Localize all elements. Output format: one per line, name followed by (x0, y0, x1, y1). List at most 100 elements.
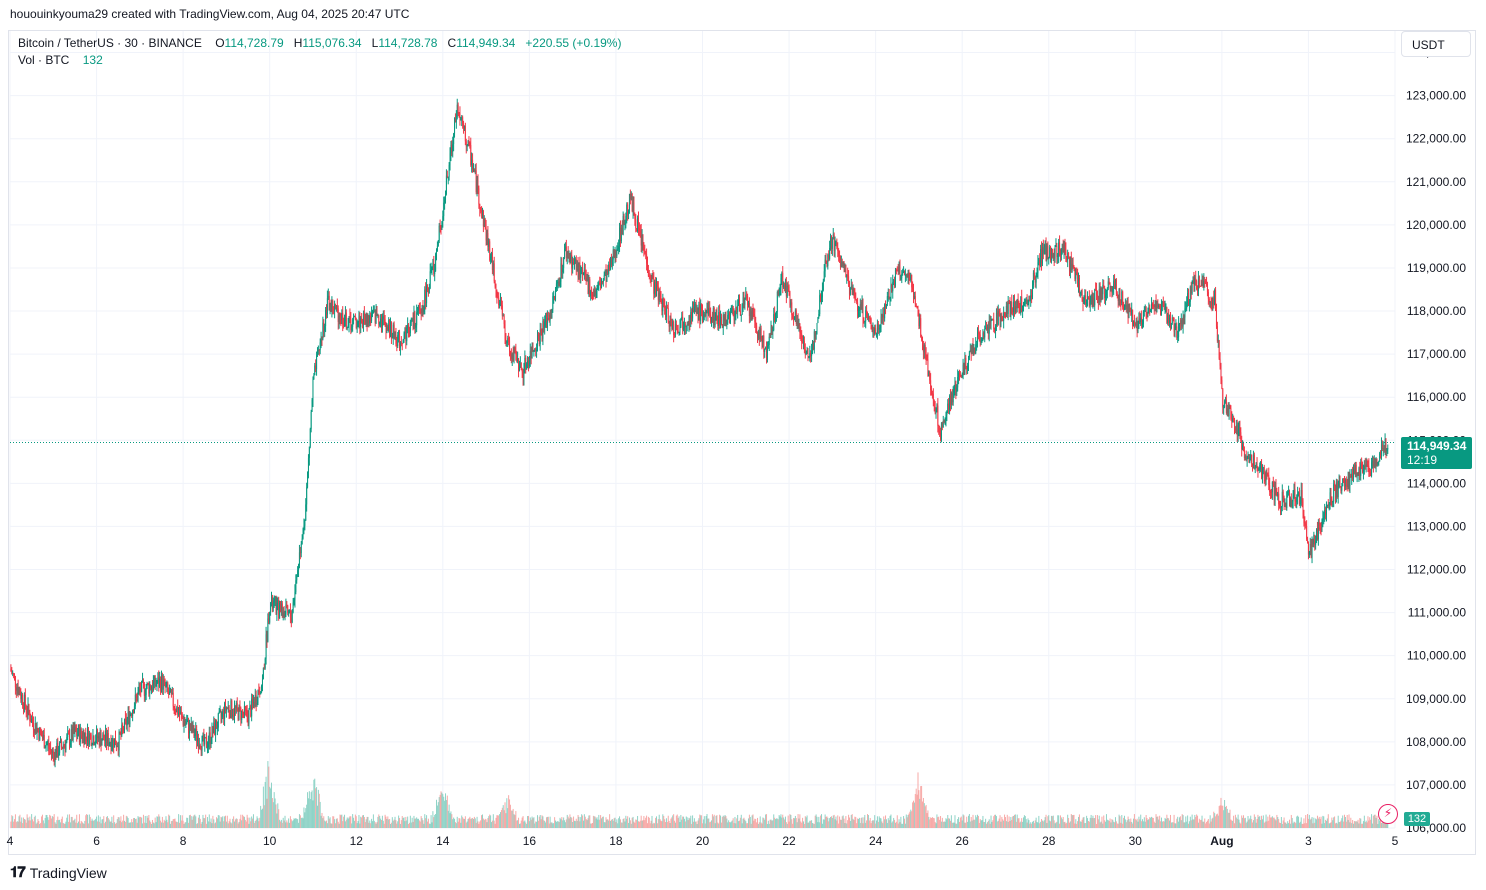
candle-body (798, 323, 800, 326)
volume-bar (724, 814, 726, 828)
volume-bar (513, 814, 515, 828)
candle-body (182, 718, 184, 726)
volume-bar (325, 820, 327, 828)
volume-bar (220, 816, 222, 828)
volume-bar (525, 822, 527, 828)
volume-bar (669, 822, 671, 828)
volume-bar (757, 823, 759, 828)
candle-body (1264, 478, 1266, 482)
candle-body (440, 226, 442, 230)
volume-bar (152, 822, 154, 828)
candle-body (845, 265, 847, 278)
volume-bar (1262, 815, 1264, 828)
candle-body (1337, 485, 1339, 498)
candle-body (1144, 306, 1146, 310)
volume-bar (935, 823, 937, 828)
candle-body (929, 371, 931, 381)
candle-body (1183, 316, 1185, 318)
volume-bar (1174, 823, 1176, 828)
candle-body (131, 714, 133, 716)
volume-bar (1278, 819, 1280, 828)
volume-bar (874, 815, 876, 828)
candle-body (981, 339, 983, 341)
candle-body (43, 735, 45, 749)
tradingview-brand[interactable]: 𝟏𝟕 TradingView (10, 864, 107, 881)
volume-bar (430, 815, 432, 828)
candle-body (461, 117, 463, 120)
candle-body (1381, 444, 1383, 449)
candle-body (1003, 312, 1005, 321)
candle-body (1115, 279, 1117, 294)
volume-bar (44, 817, 46, 828)
candle-body (1245, 456, 1247, 461)
candle-body (308, 446, 310, 458)
candle-body (18, 689, 20, 694)
candle-body (628, 193, 630, 211)
candle-body (866, 310, 868, 317)
currency-selector[interactable]: USDT (1401, 31, 1471, 57)
candle-body (614, 250, 616, 258)
volume-bar (124, 821, 126, 828)
candle-body (78, 726, 80, 743)
volume-bar (485, 819, 487, 828)
volume-bar (1167, 817, 1169, 828)
volume-bar (351, 823, 353, 828)
candle-body (637, 217, 639, 232)
volume-bar (97, 815, 99, 828)
candle-body (692, 307, 694, 312)
candle-body (55, 750, 57, 758)
volume-bar (578, 816, 580, 828)
volume-bar (159, 816, 161, 828)
candle-body (1078, 278, 1080, 295)
candle-body (631, 194, 633, 212)
volume-bar (763, 818, 765, 828)
volume-bar (1159, 815, 1161, 828)
volume-bar (687, 820, 689, 828)
candle-body (979, 334, 981, 343)
volume-bar (631, 817, 633, 828)
candle-body (240, 707, 242, 720)
candle-body (1284, 503, 1286, 506)
volume-bar (993, 816, 995, 828)
candle-body (678, 332, 680, 334)
volume-bar (862, 823, 864, 828)
candle-body (274, 598, 276, 601)
candle-body (775, 314, 777, 321)
volume-bar (116, 819, 118, 828)
symbol-label[interactable]: Bitcoin / TetherUS · 30 · BINANCE (18, 36, 202, 50)
volume-bar (686, 817, 688, 828)
candle-body (71, 729, 73, 740)
volume-bar (370, 823, 372, 828)
volume-bar (1069, 821, 1071, 828)
volume-bar (294, 818, 296, 828)
candle-body (618, 246, 620, 249)
volume-bar (649, 823, 651, 828)
volume-bar (1283, 817, 1285, 828)
candle-body (815, 333, 817, 340)
volume-bar (473, 816, 475, 828)
candle-body (324, 326, 326, 332)
candle-body (417, 311, 419, 313)
candle-body (278, 600, 280, 619)
candle-body (198, 745, 200, 748)
volume-bar (1131, 821, 1133, 828)
volume-bar (1032, 821, 1034, 828)
candle-body (860, 304, 862, 310)
volume-bar (96, 821, 98, 828)
candle-body (110, 742, 112, 750)
candle-body (1189, 286, 1191, 302)
candle-body (1050, 247, 1052, 261)
volume-label[interactable]: Vol · BTC (18, 53, 70, 67)
candle-body (1332, 501, 1334, 503)
volume-bar (516, 820, 518, 828)
volume-bar (422, 820, 424, 828)
candle-body (222, 709, 224, 714)
volume-bar (833, 814, 835, 828)
candle-body (32, 722, 34, 730)
volume-bar (1239, 822, 1241, 828)
volume-bar (73, 820, 75, 828)
volume-bar (378, 814, 380, 828)
alert-icon[interactable]: ⚡ (1378, 804, 1398, 824)
volume-bar (717, 822, 719, 828)
